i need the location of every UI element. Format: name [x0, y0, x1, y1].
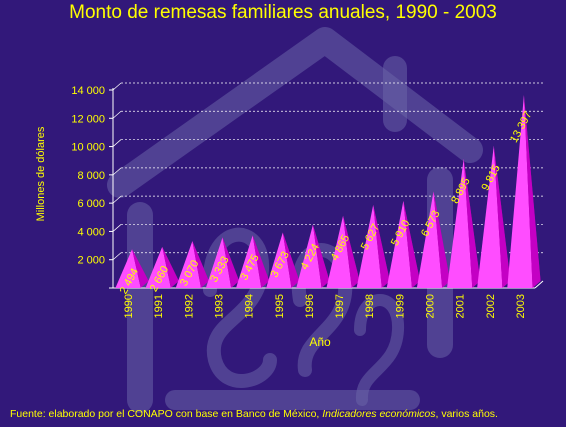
bar — [115, 249, 149, 288]
grid-line-side — [112, 139, 122, 147]
bar — [235, 235, 270, 288]
grid-line-side — [112, 224, 122, 232]
bar — [386, 200, 421, 288]
floor-edge — [534, 280, 544, 289]
x-tick-label: 1995 — [274, 294, 286, 318]
bar — [507, 95, 541, 289]
x-tick-label: 1992 — [183, 294, 195, 318]
y-axis-label: Millones de dólares — [35, 126, 47, 221]
grid-line-side — [112, 167, 122, 176]
bar — [266, 232, 300, 288]
y-tick-label: 8 000 — [77, 170, 105, 182]
x-tick-label: 2003 — [515, 294, 527, 318]
data-label: 9 815 — [479, 163, 503, 193]
bars — [115, 95, 541, 289]
x-tick-label: 1993 — [214, 294, 226, 318]
x-tick-label: 1999 — [394, 294, 406, 318]
y-tick-label: 12 000 — [71, 113, 105, 125]
bar — [145, 246, 179, 288]
x-tick-label: 1994 — [244, 294, 256, 318]
y-tick-labels: 2 000 4 000 6 000 8 000 10 000 12 000 14 000 — [71, 85, 105, 267]
grid-line-side — [112, 195, 122, 204]
bar — [416, 191, 451, 288]
x-tick-label: 1991 — [153, 294, 165, 318]
house-watermark-icon — [107, 27, 483, 413]
bar — [175, 241, 210, 288]
x-axis-label: Año — [309, 335, 331, 349]
grid-line-side — [112, 252, 122, 260]
grid-line-side — [112, 111, 122, 119]
bar — [477, 145, 511, 288]
bar — [446, 158, 481, 288]
x-tick-label: 2000 — [425, 294, 437, 318]
chart-title: Monto de remesas familiares anuales, 199… — [69, 2, 497, 23]
y-tick-label: 10 000 — [71, 142, 105, 154]
x-tick-label: 1998 — [364, 294, 376, 318]
bar — [205, 237, 240, 288]
x-tick-label: 2001 — [455, 294, 467, 318]
y-tick-label: 4 000 — [77, 226, 105, 238]
bar — [356, 204, 390, 288]
bar — [326, 215, 360, 288]
y-tick-label: 6 000 — [77, 198, 105, 210]
source-note: Fuente: elaborado por el CONAPO con base… — [10, 408, 498, 420]
bar — [296, 224, 330, 288]
x-tick-labels: 1990 1991 1992 1993 1994 1995 1996 1997 1998 1999… — [123, 294, 527, 318]
y-tick-label: 14 000 — [71, 85, 105, 97]
x-tick-label: 1997 — [334, 294, 346, 318]
grid-lines — [112, 82, 543, 260]
y-tick-label: 2 000 — [77, 255, 105, 267]
x-tick-label: 2002 — [485, 294, 497, 318]
x-tick-label: 1996 — [304, 294, 316, 318]
grid-line-side — [112, 82, 122, 91]
x-tick-label: 1990 — [123, 294, 135, 318]
